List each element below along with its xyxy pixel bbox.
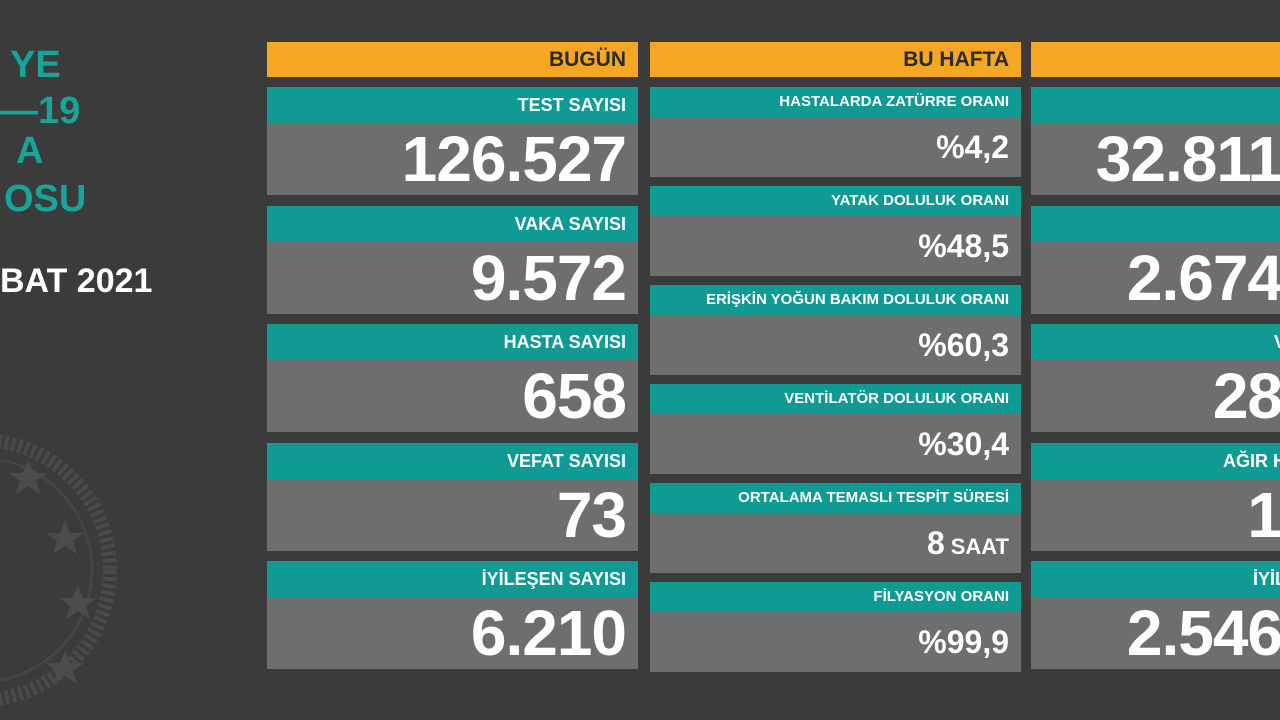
metric-value: %99,9 <box>650 612 1021 672</box>
metric-value: 9.572 <box>267 241 638 314</box>
metric-label: ERİŞKİN YOĞUN BAKIM DOLULUK ORANI <box>650 285 1021 315</box>
value-text: %30,4 <box>918 426 1009 462</box>
value-text: %60,3 <box>918 327 1009 363</box>
value-text: %99,9 <box>918 624 1009 660</box>
value-text: 28 <box>1212 360 1280 432</box>
metric-value: 126.527 <box>267 123 638 195</box>
metric-value: 2.674 <box>1031 241 1280 314</box>
value-text: 32.811 <box>1095 123 1280 195</box>
value-text: 658 <box>522 360 627 432</box>
metric-label: FİLYASYON ORANI <box>650 582 1021 612</box>
date: BAT 2021 <box>0 262 153 300</box>
metric-label: VENTİLATÖR DOLULUK ORANI <box>650 384 1021 414</box>
metric-value: 1 <box>1031 478 1280 551</box>
value-text: %4,2 <box>936 129 1009 165</box>
metric-label: YATAK DOLULUK ORANI <box>650 186 1021 216</box>
column-header <box>1031 42 1280 77</box>
value-text: 2.546 <box>1126 597 1280 669</box>
metric-label <box>1031 87 1280 123</box>
column-header: BU HAFTA <box>650 42 1021 77</box>
metric-value: 32.811 <box>1031 123 1280 195</box>
metric-label: İYİLEŞEN SAYISI <box>267 561 638 597</box>
metric-label: AĞIR H <box>1031 442 1280 479</box>
metric-label: HASTA SAYISI <box>267 324 638 360</box>
title-fragment: YE <box>10 44 61 86</box>
value-text: 8 <box>926 525 945 561</box>
value-text: 73 <box>556 478 627 551</box>
metric-value: 73 <box>267 478 638 551</box>
metric-value: %30,4 <box>650 414 1021 474</box>
metric-label <box>1031 205 1280 242</box>
value-text: 2.674 <box>1126 241 1280 314</box>
value-text: 9.572 <box>470 241 627 314</box>
metric-value: 6.210 <box>267 597 638 669</box>
metric-value: 28 <box>1031 360 1280 432</box>
title-fragment: —19 <box>0 90 81 132</box>
metric-value: 658 <box>267 360 638 432</box>
metric-value: %48,5 <box>650 216 1021 276</box>
value-text: %48,5 <box>918 228 1009 264</box>
metric-value: %4,2 <box>650 117 1021 177</box>
metric-value: %60,3 <box>650 315 1021 375</box>
metric-label: ORTALAMA TEMASLI TESPİT SÜRESİ <box>650 483 1021 513</box>
value-unit: SAAT <box>950 534 1009 559</box>
metric-label: VAKA SAYISI <box>267 205 638 242</box>
title-fragment: OSU <box>4 178 87 220</box>
metric-label: İYİL <box>1031 561 1280 597</box>
value-text: 6.210 <box>470 597 627 669</box>
metric-value: 8 SAAT <box>650 513 1021 573</box>
metric-label: TEST SAYISI <box>267 87 638 123</box>
column-header: BUGÜN <box>267 42 638 77</box>
value-text: 126.527 <box>401 123 627 195</box>
emblem <box>0 434 117 706</box>
metric-label: VEFAT SAYISI <box>267 442 638 479</box>
metric-value: 2.546 <box>1031 597 1280 669</box>
metric-label: HASTALARDA ZATÜRRE ORANI <box>650 87 1021 117</box>
value-text: 1 <box>1247 478 1280 551</box>
metric-label: V <box>1031 324 1280 360</box>
title-fragment: A <box>16 130 44 172</box>
